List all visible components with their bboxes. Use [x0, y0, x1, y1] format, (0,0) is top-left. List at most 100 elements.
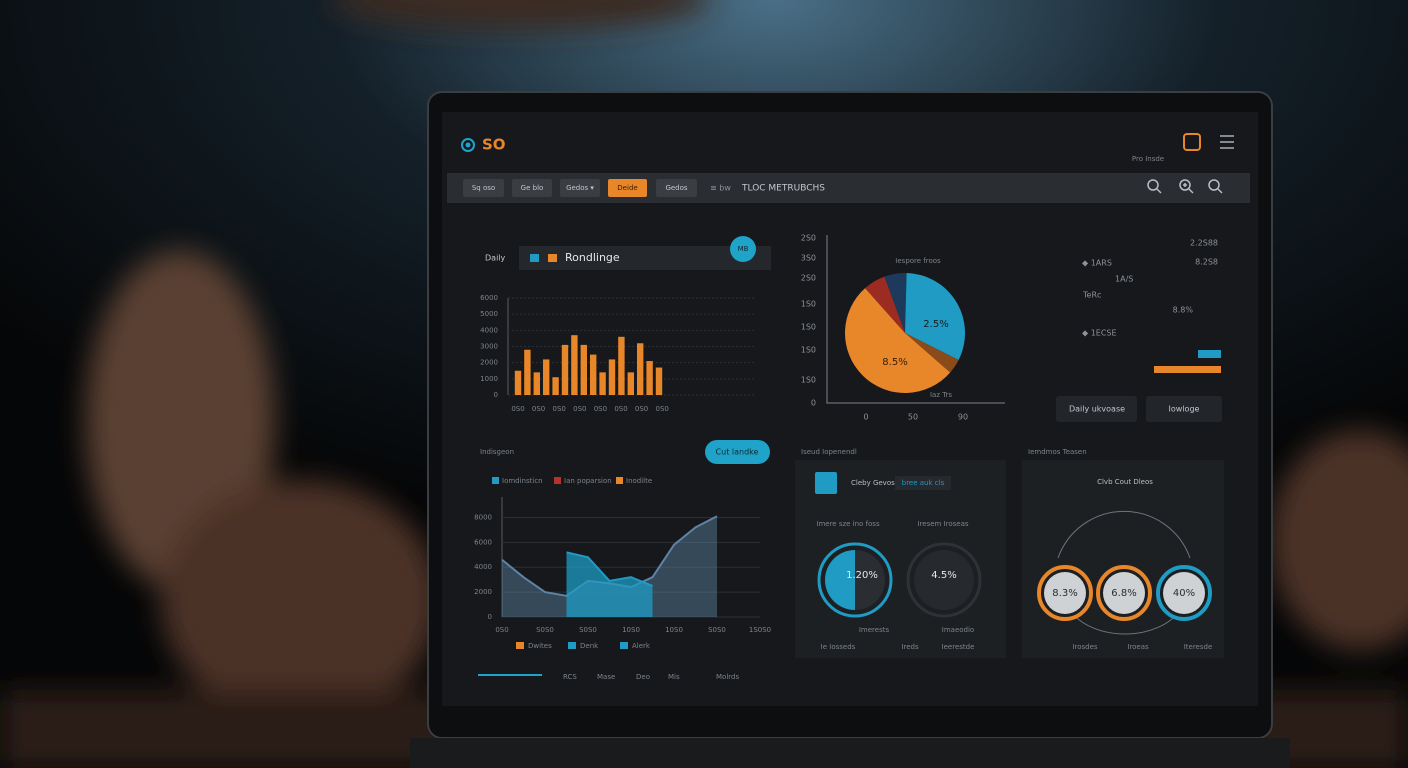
panel [1022, 460, 1224, 658]
pie-slice [884, 273, 907, 333]
toolbar-button[interactable] [463, 179, 504, 197]
bar [580, 344, 587, 395]
pie-axes [826, 235, 1005, 404]
y-tick-label: 4000 [480, 326, 498, 334]
button-label[interactable]: Iowloge [1169, 405, 1200, 414]
x-tick-label: 10S0 [665, 626, 683, 634]
legend-label: Alerk [632, 642, 651, 650]
toolbar-button[interactable] [656, 179, 697, 197]
badge[interactable] [730, 236, 756, 262]
panel-title: Rondlinge [565, 251, 620, 264]
y-tick-label: 4000 [474, 563, 492, 571]
x-tick-label: 0S0 [635, 405, 648, 413]
bar [655, 367, 663, 395]
nav-item[interactable]: Mis [668, 673, 680, 681]
legend-label: Ian poparsion [564, 477, 612, 485]
button-label[interactable]: Cut landke [716, 448, 759, 457]
menu-icon[interactable] [1220, 135, 1234, 149]
legend-swatch [568, 642, 576, 649]
profile-icon[interactable] [1183, 133, 1201, 151]
y-axis-text: 0 [811, 399, 816, 408]
stat-value: ◆ 1ECSE [1082, 329, 1117, 338]
gauge-arc [1069, 609, 1181, 635]
bar [608, 359, 616, 395]
button[interactable] [705, 440, 770, 464]
pie-slice [905, 273, 965, 361]
x-tick-label: 0S0 [594, 405, 607, 413]
x-tick-label: 0S0 [532, 405, 545, 413]
x-tick-label: 0S0 [614, 405, 627, 413]
toolbar-button[interactable] [512, 179, 552, 197]
donut-label: Iresem Iroseas [917, 520, 968, 528]
x-tick-label: S0S0 [536, 626, 554, 634]
laptop-base [410, 738, 1290, 768]
bar [646, 361, 653, 395]
legend-swatch [616, 477, 623, 484]
nav-item[interactable]: RCS [563, 673, 577, 681]
y-tick-label: 0 [494, 391, 498, 399]
panel-title: Iemdmos Teasen [1028, 448, 1087, 456]
slice-label: Iespore froos [895, 257, 941, 265]
footer-text: Ie Iosseds [821, 643, 856, 651]
donut-ring [817, 542, 893, 618]
legend-swatch [492, 477, 499, 484]
panel-subtitle: Clvb Cout Dleos [1097, 478, 1153, 486]
bar [599, 372, 606, 395]
bar [637, 343, 644, 395]
donut-caption: Imaeodio [942, 626, 974, 634]
pie-slice [845, 288, 951, 393]
y-tick-label: 1000 [480, 375, 498, 383]
x-tick-label: 1S0S0 [749, 626, 771, 634]
bar [533, 372, 540, 395]
nav-item[interactable]: Molrds [716, 673, 739, 681]
bar [590, 354, 597, 395]
y-axis-text: 3S0 [801, 254, 816, 263]
panel-label: Daily [485, 254, 506, 263]
stat-value: ◆ 1ARS [1082, 259, 1112, 268]
badge-text[interactable]: MB [738, 245, 749, 253]
x-tick-label: 0S0 [553, 405, 566, 413]
toolbar-button-label[interactable]: Gedos ▾ [566, 184, 594, 192]
logo-icon [461, 138, 475, 152]
nav-item[interactable]: Deo [636, 673, 650, 681]
y-axis-text: 2S0 [801, 234, 816, 243]
toolbar-button-label[interactable]: Ge blo [521, 184, 544, 192]
donut [914, 550, 974, 610]
gauge-value: 40% [1173, 588, 1195, 599]
user-name[interactable]: Pro Insde [1132, 155, 1164, 163]
bar [552, 377, 559, 395]
donut-ring [906, 542, 982, 618]
y-tick-label: 5000 [480, 310, 498, 318]
button-label[interactable]: Daily ukvoase [1069, 405, 1125, 414]
search-icons[interactable] [1147, 179, 1223, 194]
toolbar-button[interactable] [560, 179, 600, 197]
button[interactable] [1146, 396, 1222, 422]
nav-item[interactable]: Mase [597, 673, 615, 681]
toolbar-button-label[interactable]: Gedos [665, 184, 687, 192]
legend-swatch [620, 642, 628, 649]
bar [627, 372, 634, 395]
toolbar-menu[interactable]: ≡ bw [710, 184, 731, 193]
x-tick-label: S0S0 [708, 626, 726, 634]
button[interactable] [1056, 396, 1137, 422]
toolbar-button-label[interactable]: Sq oso [472, 184, 495, 192]
gauge-arc [1057, 510, 1191, 559]
chip [895, 476, 951, 490]
x-axis-text: 90 [958, 413, 968, 422]
stat-value: 8.2S8 [1195, 258, 1218, 267]
y-tick-label: 2000 [480, 359, 498, 367]
swatch [548, 254, 557, 262]
y-axis-text: 1S0 [801, 300, 816, 309]
toolbar-button[interactable] [608, 179, 647, 197]
toolbar-button-label[interactable]: Deide [617, 184, 637, 192]
legend-label: Inodilte [626, 477, 652, 485]
y-tick-label: 6000 [474, 538, 492, 546]
x-tick-label: S0S0 [579, 626, 597, 634]
donut-value: 4.5% [931, 570, 956, 581]
pie-slice [905, 333, 959, 373]
gauge-caption: Irosdes [1072, 643, 1097, 651]
x-tick-label: 0S0 [573, 405, 586, 413]
stat-value: 1A/S [1115, 275, 1133, 284]
